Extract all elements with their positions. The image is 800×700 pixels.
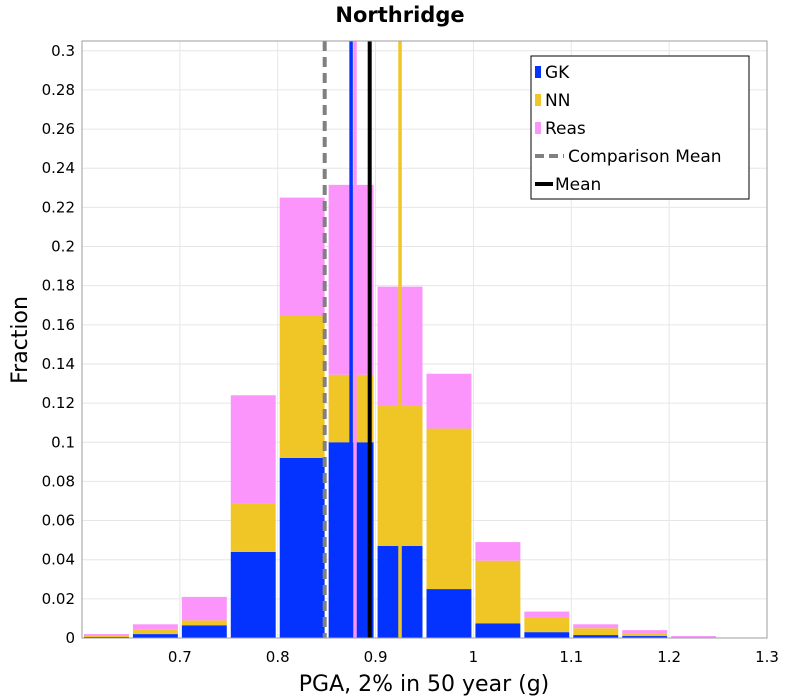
x-tick-label: 1: [469, 648, 479, 666]
y-tick-label: 0.16: [42, 316, 75, 334]
bar-gk: [475, 623, 521, 638]
x-tick-label: 1.1: [559, 648, 583, 666]
bar-nn: [573, 628, 619, 636]
y-tick-label: 0: [65, 629, 75, 647]
bar-nn: [132, 629, 178, 635]
y-tick-label: 0.28: [42, 81, 75, 99]
bar-gk: [181, 625, 227, 638]
bar-nn: [622, 633, 668, 637]
legend-label: Mean: [555, 175, 601, 195]
x-tick-label: 0.7: [168, 648, 192, 666]
bar-nn: [181, 620, 227, 626]
x-tick-label: 0.8: [266, 648, 290, 666]
y-axis-ticks: 0 0.02 0.04 0.06 0.08 0.1 0.12 0.14 0.16 0.18 0.2 0…: [42, 42, 75, 647]
x-tick-label: 0.9: [364, 648, 388, 666]
bar-reas: [573, 624, 619, 629]
y-tick-label: 0.2: [51, 238, 75, 256]
y-axis-label: Fraction: [8, 296, 33, 384]
bar-nn: [426, 428, 472, 590]
chart-title: Northridge: [335, 3, 464, 27]
bar-nn: [671, 637, 717, 638]
bar-gk: [426, 589, 472, 638]
bar-gk: [622, 636, 668, 638]
y-tick-label: 0.04: [42, 551, 75, 569]
y-tick-label: 0.22: [42, 198, 75, 216]
bar-reas: [622, 630, 668, 634]
x-tick-label: 1.3: [755, 648, 779, 666]
y-tick-label: 0.24: [42, 159, 75, 177]
bar-nn: [84, 636, 129, 638]
legend-swatch-gk: [535, 66, 541, 78]
y-tick-label: 0.08: [42, 472, 75, 490]
y-tick-label: 0.3: [51, 42, 75, 60]
bar-reas: [132, 624, 178, 630]
legend-swatch-nn: [535, 94, 541, 106]
legend: GK NN Reas Comparison Mean Mean: [530, 55, 750, 200]
bar-gk: [573, 635, 619, 638]
y-tick-label: 0.18: [42, 277, 75, 295]
bar-nn: [475, 560, 521, 624]
bar-reas: [230, 395, 276, 504]
bar-gk: [524, 632, 570, 638]
legend-label: GK: [545, 63, 570, 83]
bar-reas: [475, 542, 521, 561]
plot-frame: [81, 40, 768, 639]
y-tick-label: 0.06: [42, 512, 75, 530]
bar-gk: [230, 551, 276, 638]
bar-reas: [524, 611, 570, 618]
y-tick-label: 0.26: [42, 120, 75, 138]
bar-reas: [426, 373, 472, 429]
bar-gk: [279, 457, 325, 638]
y-tick-label: 0.12: [42, 394, 75, 412]
bar-nn: [230, 503, 276, 552]
legend-label: NN: [545, 91, 570, 111]
legend-label: Reas: [545, 119, 586, 139]
bar-reas: [279, 197, 325, 317]
reference-lines: [322, 41, 402, 638]
bar-reas: [84, 634, 129, 637]
x-axis-label: PGA, 2% in 50 year (g): [299, 672, 550, 697]
bar-reas: [671, 636, 717, 638]
y-tick-label: 0.14: [42, 355, 75, 373]
bar-nn: [279, 316, 325, 458]
y-tick-label: 0.02: [42, 590, 75, 608]
bar-nn: [524, 617, 570, 633]
y-tick-label: 0.1: [51, 433, 75, 451]
bar-reas: [181, 596, 227, 621]
bar-gk: [132, 634, 178, 638]
x-tick-label: 1.2: [657, 648, 681, 666]
legend-label: Comparison Mean: [568, 147, 722, 167]
legend-box: [530, 55, 750, 200]
legend-swatch-reas: [535, 122, 541, 134]
x-axis-ticks: 0.7 0.8 0.9 1 1.1 1.2 1.3: [168, 648, 779, 666]
